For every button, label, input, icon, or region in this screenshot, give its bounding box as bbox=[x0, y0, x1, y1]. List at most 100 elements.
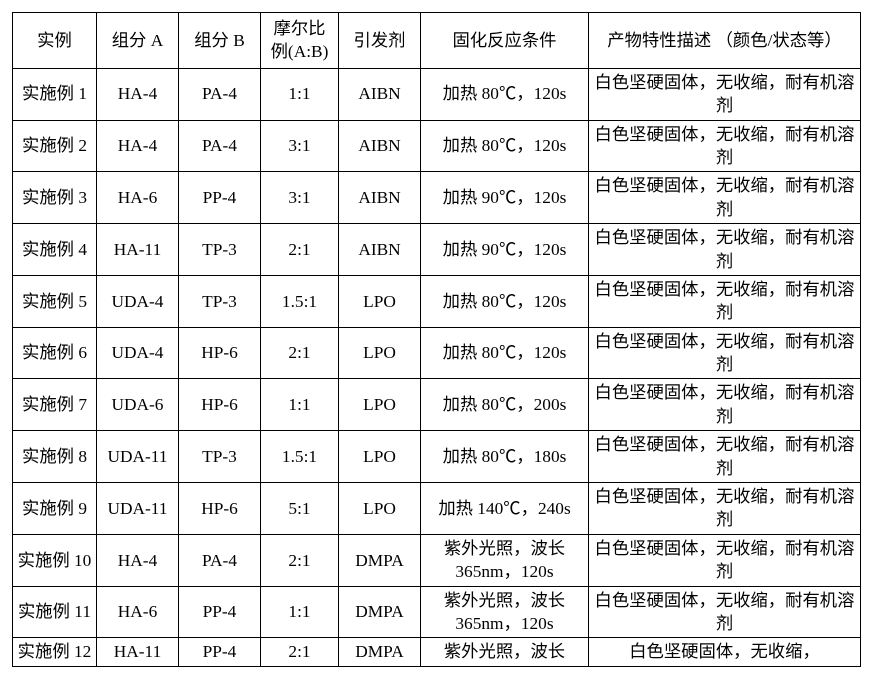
cell-compA: HA-6 bbox=[97, 172, 179, 224]
cell-ratio: 3:1 bbox=[261, 172, 339, 224]
cell-conditions: 紫外光照，波长 bbox=[421, 638, 589, 666]
cell-ratio: 1:1 bbox=[261, 68, 339, 120]
cell-compB: HP-6 bbox=[179, 379, 261, 431]
cell-compB: PA-4 bbox=[179, 120, 261, 172]
cell-initiator: AIBN bbox=[339, 68, 421, 120]
col-header-initiator: 引发剂 bbox=[339, 13, 421, 69]
cell-compA: HA-4 bbox=[97, 120, 179, 172]
cell-conditions: 加热 80℃，180s bbox=[421, 431, 589, 483]
cell-compB: PP-4 bbox=[179, 586, 261, 638]
cell-product: 白色坚硬固体，无收缩，耐有机溶剂 bbox=[589, 275, 861, 327]
cell-example: 实施例 12 bbox=[13, 638, 97, 666]
table-row: 实施例 1 HA-4 PA-4 1:1 AIBN 加热 80℃，120s 白色坚… bbox=[13, 68, 861, 120]
cell-conditions: 加热 80℃，120s bbox=[421, 327, 589, 379]
cell-product: 白色坚硬固体，无收缩，耐有机溶剂 bbox=[589, 172, 861, 224]
cell-product: 白色坚硬固体，无收缩，耐有机溶剂 bbox=[589, 224, 861, 276]
cell-ratio: 1:1 bbox=[261, 586, 339, 638]
cell-example: 实施例 2 bbox=[13, 120, 97, 172]
cell-initiator: AIBN bbox=[339, 120, 421, 172]
table-row: 实施例 10 HA-4 PA-4 2:1 DMPA 紫外光照，波长365nm，1… bbox=[13, 534, 861, 586]
cell-conditions: 加热 90℃，120s bbox=[421, 224, 589, 276]
cell-example: 实施例 3 bbox=[13, 172, 97, 224]
cell-product: 白色坚硬固体，无收缩，耐有机溶剂 bbox=[589, 327, 861, 379]
cell-compB: PP-4 bbox=[179, 638, 261, 666]
cell-compA: HA-11 bbox=[97, 224, 179, 276]
cell-example: 实施例 4 bbox=[13, 224, 97, 276]
cell-product: 白色坚硬固体，无收缩，耐有机溶剂 bbox=[589, 68, 861, 120]
cell-compA: UDA-4 bbox=[97, 275, 179, 327]
cell-product: 白色坚硬固体，无收缩，耐有机溶剂 bbox=[589, 379, 861, 431]
cell-initiator: LPO bbox=[339, 327, 421, 379]
cell-product: 白色坚硬固体，无收缩， bbox=[589, 638, 861, 666]
cell-compB: TP-3 bbox=[179, 224, 261, 276]
cell-initiator: DMPA bbox=[339, 638, 421, 666]
cell-example: 实施例 11 bbox=[13, 586, 97, 638]
cell-compB: TP-3 bbox=[179, 431, 261, 483]
cell-initiator: DMPA bbox=[339, 534, 421, 586]
cell-example: 实施例 7 bbox=[13, 379, 97, 431]
table-row: 实施例 4 HA-11 TP-3 2:1 AIBN 加热 90℃，120s 白色… bbox=[13, 224, 861, 276]
cell-example: 实施例 10 bbox=[13, 534, 97, 586]
cell-ratio: 2:1 bbox=[261, 638, 339, 666]
cell-conditions: 加热 80℃，200s bbox=[421, 379, 589, 431]
cell-compB: TP-3 bbox=[179, 275, 261, 327]
cell-ratio: 2:1 bbox=[261, 534, 339, 586]
cell-compA: UDA-11 bbox=[97, 483, 179, 535]
cell-conditions: 加热 80℃，120s bbox=[421, 275, 589, 327]
cell-example: 实施例 6 bbox=[13, 327, 97, 379]
cell-initiator: LPO bbox=[339, 483, 421, 535]
cell-example: 实施例 9 bbox=[13, 483, 97, 535]
cell-compA: UDA-4 bbox=[97, 327, 179, 379]
cell-initiator: LPO bbox=[339, 275, 421, 327]
cell-example: 实施例 5 bbox=[13, 275, 97, 327]
cell-compB: PP-4 bbox=[179, 172, 261, 224]
cell-product: 白色坚硬固体，无收缩，耐有机溶剂 bbox=[589, 586, 861, 638]
cell-compB: PA-4 bbox=[179, 68, 261, 120]
col-header-product: 产物特性描述 （颜色/状态等） bbox=[589, 13, 861, 69]
cell-ratio: 3:1 bbox=[261, 120, 339, 172]
cell-ratio: 5:1 bbox=[261, 483, 339, 535]
cell-conditions: 加热 140℃，240s bbox=[421, 483, 589, 535]
cell-conditions: 加热 90℃，120s bbox=[421, 172, 589, 224]
table-row: 实施例 3 HA-6 PP-4 3:1 AIBN 加热 90℃，120s 白色坚… bbox=[13, 172, 861, 224]
cell-conditions: 紫外光照，波长365nm，120s bbox=[421, 586, 589, 638]
cell-compA: HA-6 bbox=[97, 586, 179, 638]
cell-example: 实施例 8 bbox=[13, 431, 97, 483]
col-header-example: 实例 bbox=[13, 13, 97, 69]
table-row: 实施例 12 HA-11 PP-4 2:1 DMPA 紫外光照，波长 白色坚硬固… bbox=[13, 638, 861, 666]
table-body: 实施例 1 HA-4 PA-4 1:1 AIBN 加热 80℃，120s 白色坚… bbox=[13, 68, 861, 666]
cell-ratio: 1.5:1 bbox=[261, 431, 339, 483]
table-row: 实施例 2 HA-4 PA-4 3:1 AIBN 加热 80℃，120s 白色坚… bbox=[13, 120, 861, 172]
cell-ratio: 1.5:1 bbox=[261, 275, 339, 327]
cell-compB: HP-6 bbox=[179, 327, 261, 379]
cell-ratio: 2:1 bbox=[261, 224, 339, 276]
cell-compB: PA-4 bbox=[179, 534, 261, 586]
cell-compA: HA-11 bbox=[97, 638, 179, 666]
cell-initiator: LPO bbox=[339, 379, 421, 431]
table-row: 实施例 9 UDA-11 HP-6 5:1 LPO 加热 140℃，240s 白… bbox=[13, 483, 861, 535]
cell-compA: UDA-6 bbox=[97, 379, 179, 431]
cell-compB: HP-6 bbox=[179, 483, 261, 535]
cell-compA: UDA-11 bbox=[97, 431, 179, 483]
cell-product: 白色坚硬固体，无收缩，耐有机溶剂 bbox=[589, 534, 861, 586]
data-table: 实例 组分 A 组分 B 摩尔比 例(A:B) 引发剂 固化反应条件 产物特性描… bbox=[12, 12, 861, 667]
cell-product: 白色坚硬固体，无收缩，耐有机溶剂 bbox=[589, 483, 861, 535]
cell-initiator: AIBN bbox=[339, 224, 421, 276]
cell-product: 白色坚硬固体，无收缩，耐有机溶剂 bbox=[589, 120, 861, 172]
table-header-row: 实例 组分 A 组分 B 摩尔比 例(A:B) 引发剂 固化反应条件 产物特性描… bbox=[13, 13, 861, 69]
col-header-compB: 组分 B bbox=[179, 13, 261, 69]
table-row: 实施例 8 UDA-11 TP-3 1.5:1 LPO 加热 80℃，180s … bbox=[13, 431, 861, 483]
col-header-ratio: 摩尔比 例(A:B) bbox=[261, 13, 339, 69]
cell-conditions: 加热 80℃，120s bbox=[421, 68, 589, 120]
cell-ratio: 1:1 bbox=[261, 379, 339, 431]
table-row: 实施例 6 UDA-4 HP-6 2:1 LPO 加热 80℃，120s 白色坚… bbox=[13, 327, 861, 379]
cell-conditions: 加热 80℃，120s bbox=[421, 120, 589, 172]
cell-product: 白色坚硬固体，无收缩，耐有机溶剂 bbox=[589, 431, 861, 483]
cell-ratio: 2:1 bbox=[261, 327, 339, 379]
cell-example: 实施例 1 bbox=[13, 68, 97, 120]
table-row: 实施例 7 UDA-6 HP-6 1:1 LPO 加热 80℃，200s 白色坚… bbox=[13, 379, 861, 431]
col-header-compA: 组分 A bbox=[97, 13, 179, 69]
cell-initiator: AIBN bbox=[339, 172, 421, 224]
cell-initiator: LPO bbox=[339, 431, 421, 483]
table-row: 实施例 11 HA-6 PP-4 1:1 DMPA 紫外光照，波长365nm，1… bbox=[13, 586, 861, 638]
